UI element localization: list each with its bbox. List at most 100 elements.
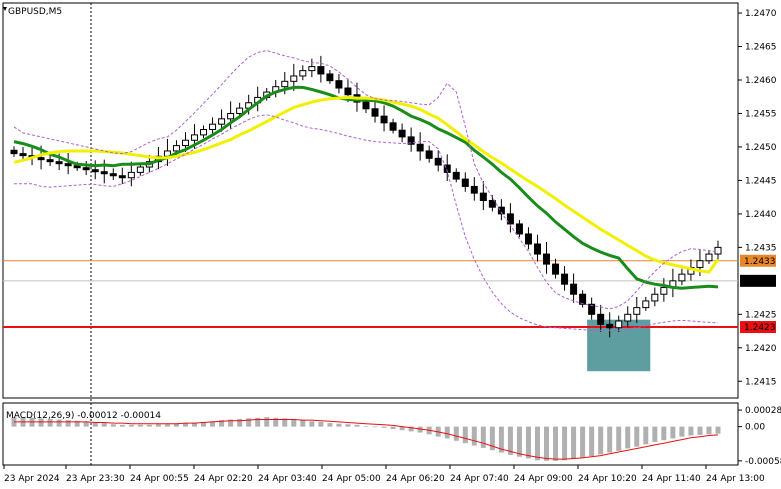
macd-bar: [525, 426, 531, 459]
price-level-label: 1.2433: [744, 257, 776, 267]
macd-bar: [589, 426, 595, 457]
candle-body: [218, 118, 226, 125]
price-tick-label: 1.2425: [745, 310, 777, 320]
price-level-label: 1.2423: [744, 323, 776, 333]
macd-bar: [408, 426, 414, 432]
candle-body: [506, 213, 514, 225]
macd-bar: [282, 418, 288, 427]
macd-bar: [571, 426, 577, 460]
candle-body: [91, 169, 99, 173]
candle-body: [389, 122, 397, 131]
macd-bar: [137, 424, 143, 427]
candle-body: [55, 161, 63, 165]
macd-tick-label: -0.00058: [745, 457, 781, 467]
macd-bar: [625, 426, 631, 449]
candle-body: [19, 153, 27, 157]
price-tick-label: 1.2415: [745, 377, 777, 387]
macd-bar: [643, 426, 649, 445]
candle-body: [452, 171, 460, 180]
time-tick-label: 24 Apr 03:40: [258, 474, 317, 484]
candle-body: [82, 167, 90, 171]
candle-body: [181, 139, 189, 147]
macd-bar: [264, 417, 270, 427]
candle-body: [624, 313, 632, 322]
macd-bar: [390, 426, 396, 429]
price-tick-label: 1.2420: [745, 344, 777, 354]
macd-bar: [56, 419, 62, 427]
macd-bar: [173, 423, 179, 427]
time-tick-label: 24 Apr 00:55: [130, 474, 189, 484]
candle-body: [100, 171, 108, 175]
candle-body: [714, 246, 722, 255]
macd-bar: [300, 420, 306, 427]
candle-body: [209, 123, 217, 131]
macd-bar: [462, 426, 468, 444]
candle-body: [227, 112, 235, 120]
moving-average-line: [13, 85, 719, 290]
candle-body: [515, 223, 523, 235]
macd-title: MACD(12,26,9) -0.00012 -0.00014: [6, 411, 161, 421]
price-tick-label: 1.2445: [745, 176, 777, 186]
price-axis: 1.2470 1.2465 1.2460 1.2455 1.2450 1.2445 1.24…: [738, 9, 777, 387]
price-level-tag: [740, 274, 776, 287]
macd-bar: [706, 426, 712, 435]
candle-body: [660, 287, 668, 295]
price-tick-label: 1.2465: [745, 43, 777, 53]
time-tick-label: 24 Apr 09:00: [514, 474, 573, 484]
candle-body: [136, 166, 144, 173]
price-tick-label: 1.2460: [745, 76, 777, 86]
macd-signal-line: [14, 419, 719, 460]
candle-body: [407, 136, 415, 145]
candle-body: [10, 149, 18, 155]
moving-average-line: [13, 95, 720, 274]
candle-body: [398, 129, 406, 138]
macd-bar: [661, 426, 667, 441]
macd-tick-label: 0.00028: [745, 406, 781, 416]
time-tick-label: 24 Apr 13:00: [706, 474, 765, 484]
macd-bar: [372, 426, 378, 428]
macd-panel-frame: [2, 402, 739, 466]
macd-bar: [489, 426, 495, 451]
macd-bar: [201, 421, 207, 427]
candle-body: [73, 165, 81, 169]
candle-body: [552, 263, 560, 275]
macd-histogram: [11, 417, 721, 461]
envelope-line: [14, 114, 719, 331]
price-level-tag: [740, 254, 776, 267]
macd-bar: [101, 423, 107, 427]
candle-body: [479, 192, 487, 201]
macd-bar: [688, 426, 694, 436]
macd-bar: [110, 424, 116, 427]
candle-body: [172, 145, 180, 152]
candle-body: [597, 313, 605, 325]
macd-bar: [507, 426, 513, 455]
time-tick-label: 24 Apr 11:40: [642, 474, 701, 484]
macd-bar: [119, 424, 125, 427]
macd-bar: [715, 426, 721, 434]
price-level-label: 1.2430: [744, 277, 776, 287]
macd-bar: [219, 420, 225, 427]
candle-body: [642, 300, 650, 309]
macd-bar: [697, 426, 703, 435]
candle-body: [64, 163, 72, 167]
candle-body: [317, 66, 325, 75]
candle-body: [127, 171, 135, 179]
candle-body: [425, 150, 433, 159]
macd-bar: [318, 421, 324, 427]
candle-body: [615, 320, 623, 329]
macd-bar: [679, 426, 685, 437]
candle-body: [299, 70, 307, 77]
price-tick-label: 1.2450: [745, 143, 777, 153]
macd-bar: [580, 426, 586, 458]
candle-body: [561, 273, 569, 285]
candle-body: [633, 307, 641, 315]
candle-body: [696, 260, 704, 268]
macd-bar: [607, 426, 613, 453]
price-level-tag: [740, 321, 776, 334]
macd-bar: [444, 426, 450, 439]
candle-body: [335, 80, 343, 89]
macd-bar: [345, 424, 351, 427]
candle-body: [308, 66, 316, 72]
candle-body: [191, 134, 199, 141]
